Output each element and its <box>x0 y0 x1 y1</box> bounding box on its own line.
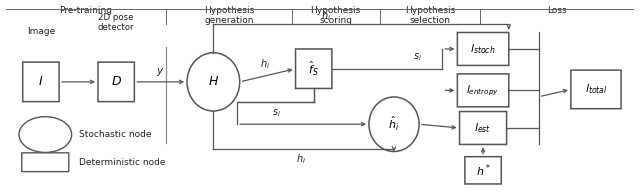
Text: $\hat{f}_S$: $\hat{f}_S$ <box>308 60 319 78</box>
Text: $\hat{h}_i$: $\hat{h}_i$ <box>388 115 399 133</box>
Text: Stochastic node: Stochastic node <box>79 130 151 139</box>
Text: Hypothesis
selection: Hypothesis selection <box>404 6 455 25</box>
Text: Image: Image <box>27 27 55 36</box>
FancyBboxPatch shape <box>458 74 509 107</box>
FancyBboxPatch shape <box>465 157 501 184</box>
Text: $h_i$: $h_i$ <box>296 152 306 166</box>
Text: Hypothesis
generation: Hypothesis generation <box>204 6 254 25</box>
Text: $s_i$: $s_i$ <box>271 107 280 119</box>
Text: $I$: $I$ <box>38 75 44 88</box>
FancyBboxPatch shape <box>460 112 507 144</box>
Text: Hypothesis
scoring: Hypothesis scoring <box>310 6 361 25</box>
Ellipse shape <box>369 97 419 151</box>
Text: $D$: $D$ <box>111 75 122 88</box>
Text: $h^*$: $h^*$ <box>476 162 490 179</box>
Text: $s_i$: $s_i$ <box>413 51 422 63</box>
FancyBboxPatch shape <box>296 49 332 89</box>
Text: $H$: $H$ <box>208 75 219 88</box>
Text: $l_{total}$: $l_{total}$ <box>584 83 607 96</box>
Text: $h_i$: $h_i$ <box>260 57 271 71</box>
Text: Loss: Loss <box>547 6 566 15</box>
FancyBboxPatch shape <box>98 62 134 102</box>
FancyBboxPatch shape <box>22 153 69 172</box>
Text: $l_{stoch}$: $l_{stoch}$ <box>470 42 496 56</box>
Text: 2D pose
detector: 2D pose detector <box>98 13 134 32</box>
FancyBboxPatch shape <box>22 62 59 102</box>
Text: $l_{est}$: $l_{est}$ <box>474 121 492 135</box>
Text: Deterministic node: Deterministic node <box>79 158 165 167</box>
Text: $y$: $y$ <box>156 66 165 78</box>
Text: Pre-training: Pre-training <box>60 6 113 15</box>
Ellipse shape <box>187 53 240 111</box>
FancyBboxPatch shape <box>458 32 509 65</box>
Ellipse shape <box>19 117 72 152</box>
FancyBboxPatch shape <box>571 70 621 109</box>
Text: $h_i$: $h_i$ <box>321 9 332 23</box>
Text: $l_{entropy}$: $l_{entropy}$ <box>467 83 500 98</box>
